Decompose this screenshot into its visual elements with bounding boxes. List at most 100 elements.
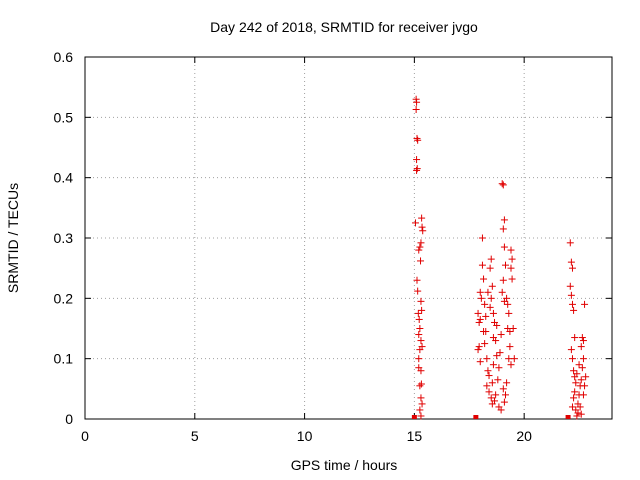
data-point	[481, 340, 489, 348]
data-point	[579, 337, 587, 345]
data-point	[500, 216, 508, 224]
data-point	[415, 355, 423, 363]
data-point	[417, 337, 425, 345]
data-point	[486, 303, 494, 311]
data-point	[483, 355, 491, 363]
data-point	[413, 98, 421, 106]
x-axis-ticks	[84, 57, 525, 419]
y-axis-label: SRMTID / TECUs	[5, 183, 21, 293]
data-point	[413, 156, 421, 164]
data-point	[508, 275, 516, 283]
data-point	[566, 239, 574, 247]
data-point	[480, 275, 488, 283]
x-tick-label: 20	[516, 428, 532, 444]
data-point	[577, 376, 585, 384]
data-point	[507, 246, 515, 254]
data-point	[485, 388, 493, 396]
data-point	[499, 181, 507, 189]
data-point	[417, 367, 425, 375]
data-point	[502, 391, 510, 399]
data-point	[567, 346, 575, 354]
data-point	[578, 334, 586, 342]
x-tick-label: 0	[81, 428, 89, 444]
data-point	[484, 367, 492, 375]
y-tick-label: 0.2	[54, 290, 74, 306]
data-point	[492, 337, 500, 345]
data-point	[498, 180, 506, 188]
data-points	[411, 95, 590, 420]
data-point	[478, 234, 486, 242]
data-point	[505, 309, 513, 317]
data-point	[508, 255, 516, 263]
data-point	[417, 257, 425, 265]
data-point	[489, 361, 497, 369]
chart-title: Day 242 of 2018, SRMTID for receiver jvg…	[210, 19, 478, 35]
data-point	[576, 403, 584, 411]
data-point	[416, 406, 424, 414]
y-tick-label: 0.5	[54, 109, 74, 125]
y-tick-label: 0.1	[54, 351, 74, 367]
data-point	[571, 388, 579, 396]
data-point	[500, 398, 508, 406]
data-point	[498, 288, 506, 296]
data-point	[497, 331, 505, 339]
data-point	[416, 325, 424, 332]
data-point	[507, 264, 515, 272]
y-tick-label: 0.3	[54, 230, 74, 246]
data-point	[475, 318, 483, 326]
x-tick-label: 5	[191, 428, 199, 444]
data-point	[567, 291, 575, 299]
data-point	[417, 394, 425, 402]
data-point	[478, 261, 486, 269]
data-point	[418, 400, 426, 408]
data-point	[487, 294, 495, 302]
data-point	[493, 321, 501, 329]
data-point	[581, 300, 589, 308]
data-point	[567, 258, 575, 266]
data-point	[483, 382, 491, 390]
data-point	[579, 355, 587, 363]
data-point	[482, 312, 490, 320]
data-point	[510, 355, 518, 363]
data-point	[489, 309, 497, 317]
data-point	[415, 246, 423, 254]
data-point	[416, 382, 424, 390]
data-point	[579, 391, 587, 399]
data-point	[477, 294, 485, 302]
data-point	[418, 214, 426, 222]
data-point	[417, 412, 425, 420]
data-point	[488, 282, 496, 290]
data-point	[416, 243, 424, 251]
data-point	[416, 346, 424, 354]
data-point	[492, 391, 500, 399]
data-point	[570, 306, 578, 314]
data-point	[573, 412, 581, 420]
zero-markers	[411, 415, 571, 419]
data-point	[578, 364, 586, 372]
x-axis-label: GPS time / hours	[291, 457, 398, 473]
data-point	[577, 343, 585, 351]
x-tick-label: 15	[407, 428, 423, 444]
data-point	[411, 219, 419, 227]
data-point	[568, 403, 576, 411]
data-point	[572, 379, 580, 387]
data-point	[474, 346, 482, 354]
data-point	[568, 300, 576, 308]
data-point	[488, 379, 496, 387]
data-point	[496, 349, 504, 357]
data-point	[414, 136, 422, 144]
y-axis-ticks	[85, 56, 612, 420]
data-point	[481, 300, 489, 308]
data-point	[412, 105, 420, 113]
data-point	[413, 276, 421, 284]
data-point	[476, 288, 484, 296]
data-point	[413, 166, 421, 174]
x-tick-labels: 0 5 10 15 20	[81, 428, 532, 444]
data-point	[487, 255, 495, 263]
zero-marker	[473, 415, 479, 419]
data-point	[507, 361, 515, 369]
data-point	[494, 376, 502, 384]
data-point	[504, 300, 512, 308]
y-tick-labels: 0 0.1 0.2 0.3 0.4 0.5 0.6	[54, 49, 74, 427]
